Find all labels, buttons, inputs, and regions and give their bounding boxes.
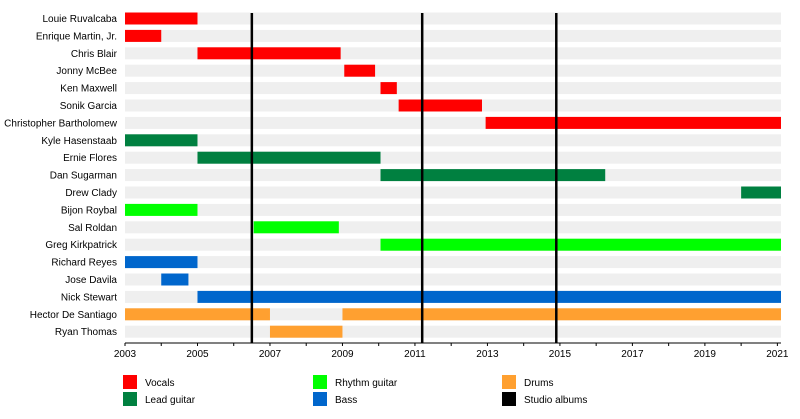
- member-label: Sal Roldan: [68, 223, 117, 234]
- legend-label-rhythm: Rhythm guitar: [335, 378, 398, 389]
- x-tick-label: 2019: [694, 349, 717, 360]
- span-ryan-thomas-drums: [269, 325, 343, 338]
- row-band-ken-maxwell: [125, 82, 781, 95]
- member-label: Bijon Roybal: [61, 205, 117, 216]
- x-tick-label: 2013: [476, 349, 499, 360]
- member-label: Jonny McBee: [56, 66, 117, 77]
- member-spans: [125, 12, 781, 338]
- legend-swatch-bass: [313, 392, 327, 406]
- span-greg-kirkpatrick-rhythm: [380, 238, 781, 251]
- member-label: Chris Blair: [71, 49, 118, 60]
- member-label: Greg Kirkpatrick: [45, 240, 118, 251]
- member-label: Christopher Bartholomew: [4, 118, 118, 129]
- legend-swatch-drums: [502, 375, 516, 389]
- x-tick-label: 2003: [114, 349, 137, 360]
- span-kyle-hasenstaab-lead: [125, 134, 198, 147]
- span-drew-clady-lead: [741, 186, 781, 199]
- legend-swatch-lead: [123, 392, 137, 406]
- span-bijon-roybal-rhythm: [125, 203, 198, 216]
- member-label: Louie Ruvalcaba: [43, 14, 118, 25]
- span-jonny-mcbee-vocals: [344, 64, 376, 77]
- legend-label-albums: Studio albums: [524, 395, 587, 406]
- span-chris-blair-vocals: [197, 47, 341, 60]
- legend-swatch-vocals: [123, 375, 137, 389]
- row-band-drew-clady: [125, 186, 781, 199]
- member-label: Kyle Hasenstaab: [41, 136, 117, 147]
- legend-label-lead: Lead guitar: [145, 395, 196, 406]
- member-label: Jose Davila: [65, 275, 117, 286]
- span-ernie-flores-lead: [197, 151, 381, 164]
- row-band-louie-ruvalcaba: [125, 12, 781, 25]
- member-label: Hector De Santiago: [30, 310, 118, 321]
- span-nick-stewart-bass: [197, 290, 781, 303]
- row-band-ryan-thomas: [125, 325, 781, 338]
- span-ken-maxwell-vocals: [380, 82, 397, 95]
- legend-label-vocals: Vocals: [145, 378, 174, 389]
- row-band-bijon-roybal: [125, 203, 781, 216]
- span-enrique-martin-jr-vocals: [125, 29, 162, 42]
- member-label: Sonik Garcia: [60, 101, 118, 112]
- legend-swatch-rhythm: [313, 375, 327, 389]
- x-tick-label: 2021: [766, 349, 789, 360]
- legend-swatch-albums: [502, 392, 516, 406]
- member-label: Dan Sugarman: [50, 171, 117, 182]
- x-tick-label: 2005: [186, 349, 209, 360]
- span-jose-davila-bass: [161, 273, 189, 286]
- member-label: Drew Clady: [65, 188, 117, 199]
- span-richard-reyes-bass: [125, 256, 198, 269]
- row-band-jonny-mcbee: [125, 64, 781, 77]
- span-dan-sugarman-lead: [380, 169, 606, 182]
- span-louie-ruvalcaba-vocals: [125, 12, 198, 25]
- row-band-sal-roldan: [125, 221, 781, 234]
- member-label: Richard Reyes: [51, 258, 117, 269]
- row-band-kyle-hasenstaab: [125, 134, 781, 147]
- span-sal-roldan-rhythm: [253, 221, 339, 234]
- span-christopher-bartholomew-vocals: [485, 116, 781, 129]
- member-label: Ryan Thomas: [55, 327, 117, 338]
- span-hector-de-santiago-drums: [342, 308, 781, 321]
- x-tick-label: 2011: [404, 349, 426, 360]
- legend-label-bass: Bass: [335, 395, 357, 406]
- legend: Vocals Lead guitar Rhythm guitar Bass Drums S…: [123, 375, 587, 406]
- legend-label-drums: Drums: [524, 378, 553, 389]
- member-label: Enrique Martin, Jr.: [36, 31, 117, 42]
- member-label: Ernie Flores: [63, 153, 117, 164]
- x-tick-label: 2017: [621, 349, 644, 360]
- member-label: Ken Maxwell: [60, 84, 117, 95]
- member-label: Nick Stewart: [61, 292, 117, 303]
- row-band-christopher-bartholomew: [125, 116, 781, 129]
- x-tick-label: 2015: [549, 349, 572, 360]
- x-tick-label: 2009: [331, 349, 354, 360]
- member-labels: Louie Ruvalcaba Enrique Martin, Jr. Chris …: [4, 14, 118, 338]
- studio-album-lines: [250, 13, 558, 343]
- x-axis: 2003 2005 2007 2009 2011 2013 2015 2017 2019 2021: [114, 342, 789, 360]
- x-tick-label: 2007: [259, 349, 282, 360]
- span-hector-de-santiago-drums: [125, 308, 270, 321]
- span-sonik-garcia-vocals: [398, 99, 482, 112]
- row-band-enrique-martin-jr: [125, 29, 781, 42]
- row-band-jose-davila: [125, 273, 781, 286]
- row-band-richard-reyes: [125, 256, 781, 269]
